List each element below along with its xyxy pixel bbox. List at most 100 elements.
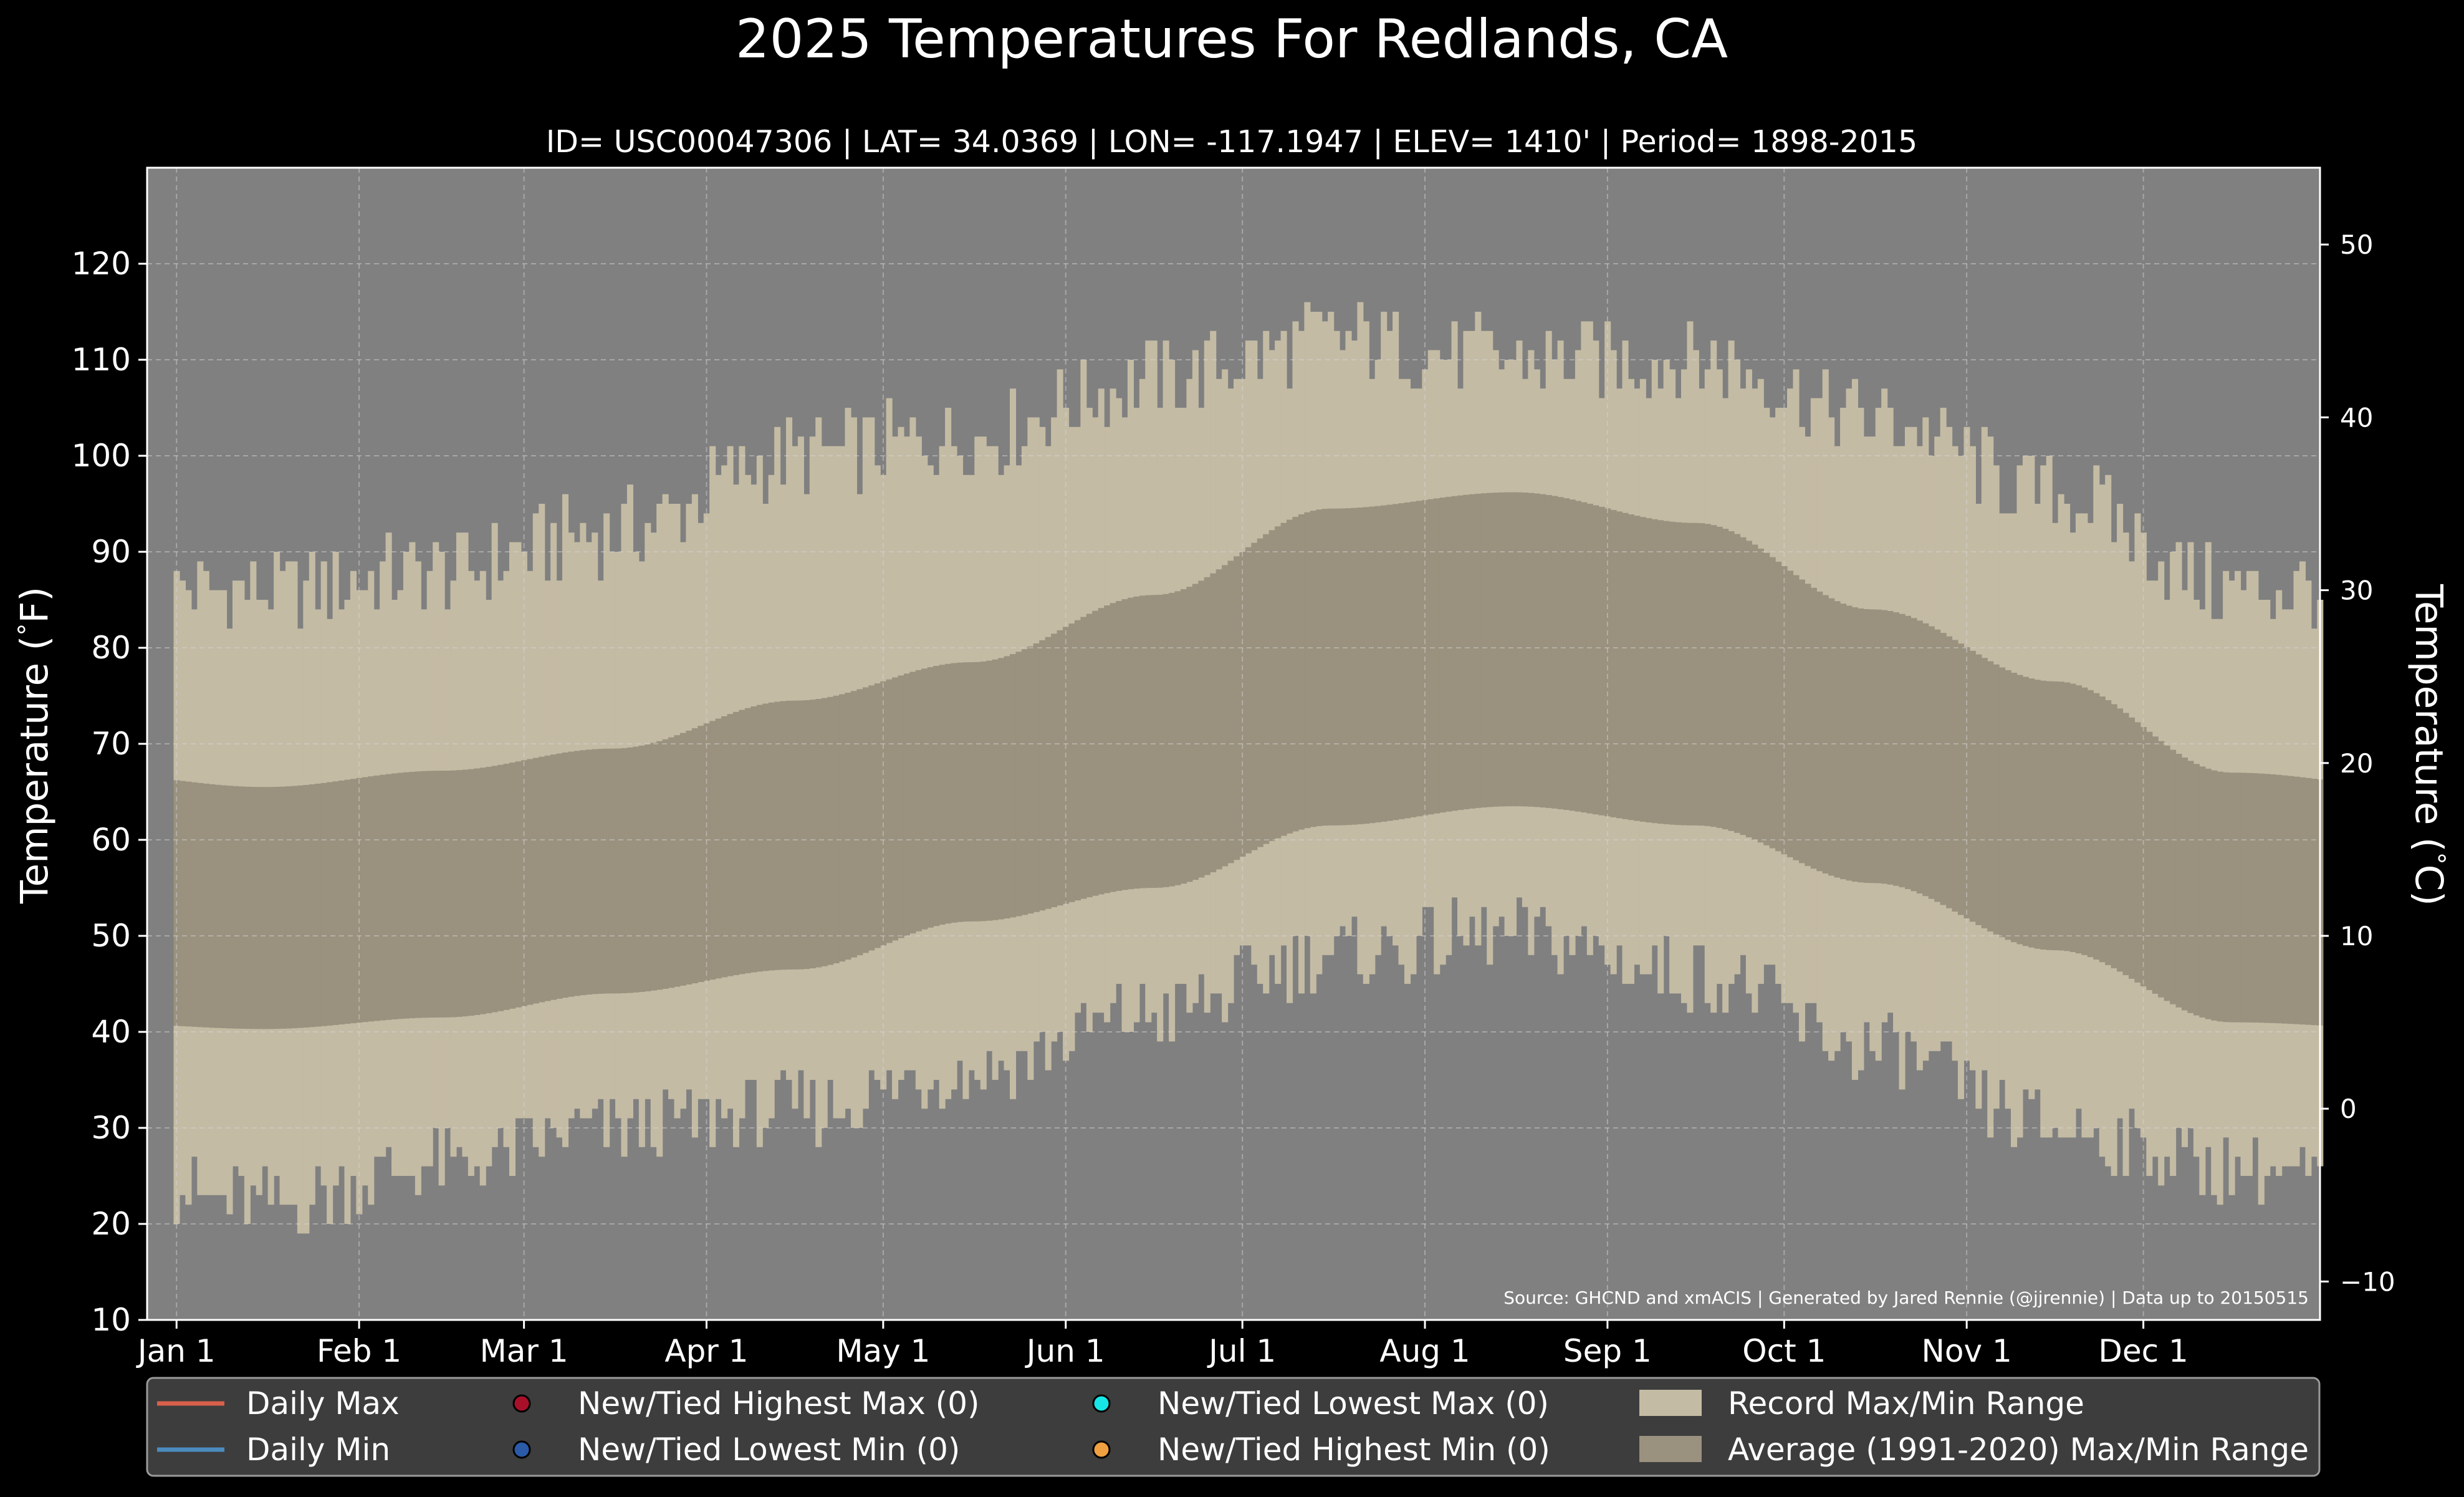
x-tick-label: Nov 1 [1922, 1333, 2012, 1369]
average-bar [2075, 685, 2082, 954]
average-bar [2252, 773, 2259, 1023]
average-bar [1993, 664, 2000, 935]
y2-tick-label: −10 [2340, 1266, 2395, 1297]
average-bar [1663, 521, 1670, 824]
average-bar [191, 782, 198, 1027]
legend-label: Daily Max [246, 1385, 400, 1422]
average-range-bars [173, 492, 2324, 1029]
average-bar [1551, 496, 1558, 809]
average-bar [203, 783, 209, 1028]
average-bar [1787, 570, 1794, 857]
average-bar [1098, 608, 1105, 895]
average-bar [1598, 506, 1605, 816]
average-bar [803, 700, 810, 970]
average-bar [385, 774, 392, 1020]
average-bar [939, 665, 946, 925]
average-bar [2087, 690, 2094, 958]
average-bar [1887, 611, 1894, 885]
average-bar [415, 771, 421, 1018]
average-bar [2205, 768, 2212, 1019]
average-bar [715, 718, 722, 979]
average-bar [1680, 522, 1688, 826]
average-bar [1952, 640, 1958, 912]
y-tick-label: 70 [91, 726, 131, 762]
average-bar [933, 665, 940, 927]
average-bar [921, 668, 928, 930]
average-bar [1946, 636, 1953, 908]
legend-box [146, 1377, 2321, 1477]
average-bar [880, 681, 887, 946]
average-bar [244, 786, 251, 1029]
average-bar [1492, 493, 1499, 807]
average-bar [603, 748, 610, 994]
x-tick-label: Mar 1 [480, 1333, 568, 1369]
average-bar [1139, 595, 1146, 888]
average-bar [1398, 503, 1405, 819]
average-bar [892, 677, 899, 941]
average-bar [2181, 758, 2188, 1011]
average-bar [2005, 670, 2011, 940]
average-bar [2011, 672, 2018, 943]
y2-tick-label: 0 [2340, 1094, 2357, 1124]
average-bar [2046, 681, 2053, 950]
average-bar [2146, 731, 2153, 990]
average-bar [1257, 538, 1263, 847]
average-bar [674, 735, 681, 987]
average-bar [1263, 534, 1270, 844]
average-bar [898, 675, 904, 938]
average-bar [1752, 544, 1758, 840]
average-bar [397, 773, 404, 1019]
average-bar [621, 748, 628, 993]
average-bar [1899, 614, 1906, 888]
y2-tick-label: 50 [2340, 229, 2373, 260]
average-bar [1186, 587, 1193, 882]
average-bar [2293, 776, 2300, 1024]
average-bar [1116, 600, 1123, 891]
y-tick-label: 120 [72, 246, 131, 282]
average-bar [1328, 508, 1335, 826]
average-bar [1651, 519, 1658, 824]
average-bar [1710, 525, 1717, 827]
average-bar [974, 662, 981, 922]
average-bar [1104, 605, 1111, 893]
average-bar [2064, 682, 2071, 951]
average-bar [362, 777, 368, 1023]
average-bar [527, 759, 534, 1005]
average-bar [1910, 618, 1917, 892]
average-bar [2111, 704, 2117, 968]
average-bar [2040, 680, 2047, 950]
average-bar [686, 730, 693, 984]
average-bar [474, 768, 481, 1015]
legend-marker-swatch [1092, 1440, 1111, 1459]
x-tick-label: Jul 1 [1207, 1333, 1276, 1369]
average-bar [1463, 494, 1470, 809]
average-bar [1298, 514, 1305, 830]
average-bar [1121, 599, 1128, 890]
average-bar [2281, 775, 2288, 1024]
average-bar [633, 746, 640, 993]
average-bar [2311, 779, 2318, 1026]
average-bar [1280, 522, 1287, 836]
average-bar [1963, 647, 1970, 918]
average-bar [827, 696, 834, 965]
average-bar [1781, 566, 1788, 855]
y-tick-label: 80 [91, 630, 131, 666]
average-bar [585, 749, 592, 995]
average-bar [426, 771, 433, 1018]
average-bar [833, 695, 840, 964]
x-axis: Jan 1 Feb 1 Mar 1 Apr 1 May 1 Jun 1 Jul 1 Aug 1… [136, 1320, 2188, 1369]
average-bar [1958, 643, 1965, 915]
average-bar [1975, 654, 1982, 925]
average-bar [562, 752, 569, 998]
average-bar [915, 670, 922, 931]
legend-label: Daily Min [246, 1432, 390, 1468]
average-bar [568, 751, 575, 997]
average-bar [615, 748, 622, 994]
average-bar [1469, 494, 1475, 809]
legend-marker-swatch [512, 1394, 531, 1413]
average-bar [2264, 774, 2271, 1023]
average-bar [1828, 598, 1835, 876]
average-bar [1198, 580, 1205, 878]
average-bar [250, 787, 257, 1029]
